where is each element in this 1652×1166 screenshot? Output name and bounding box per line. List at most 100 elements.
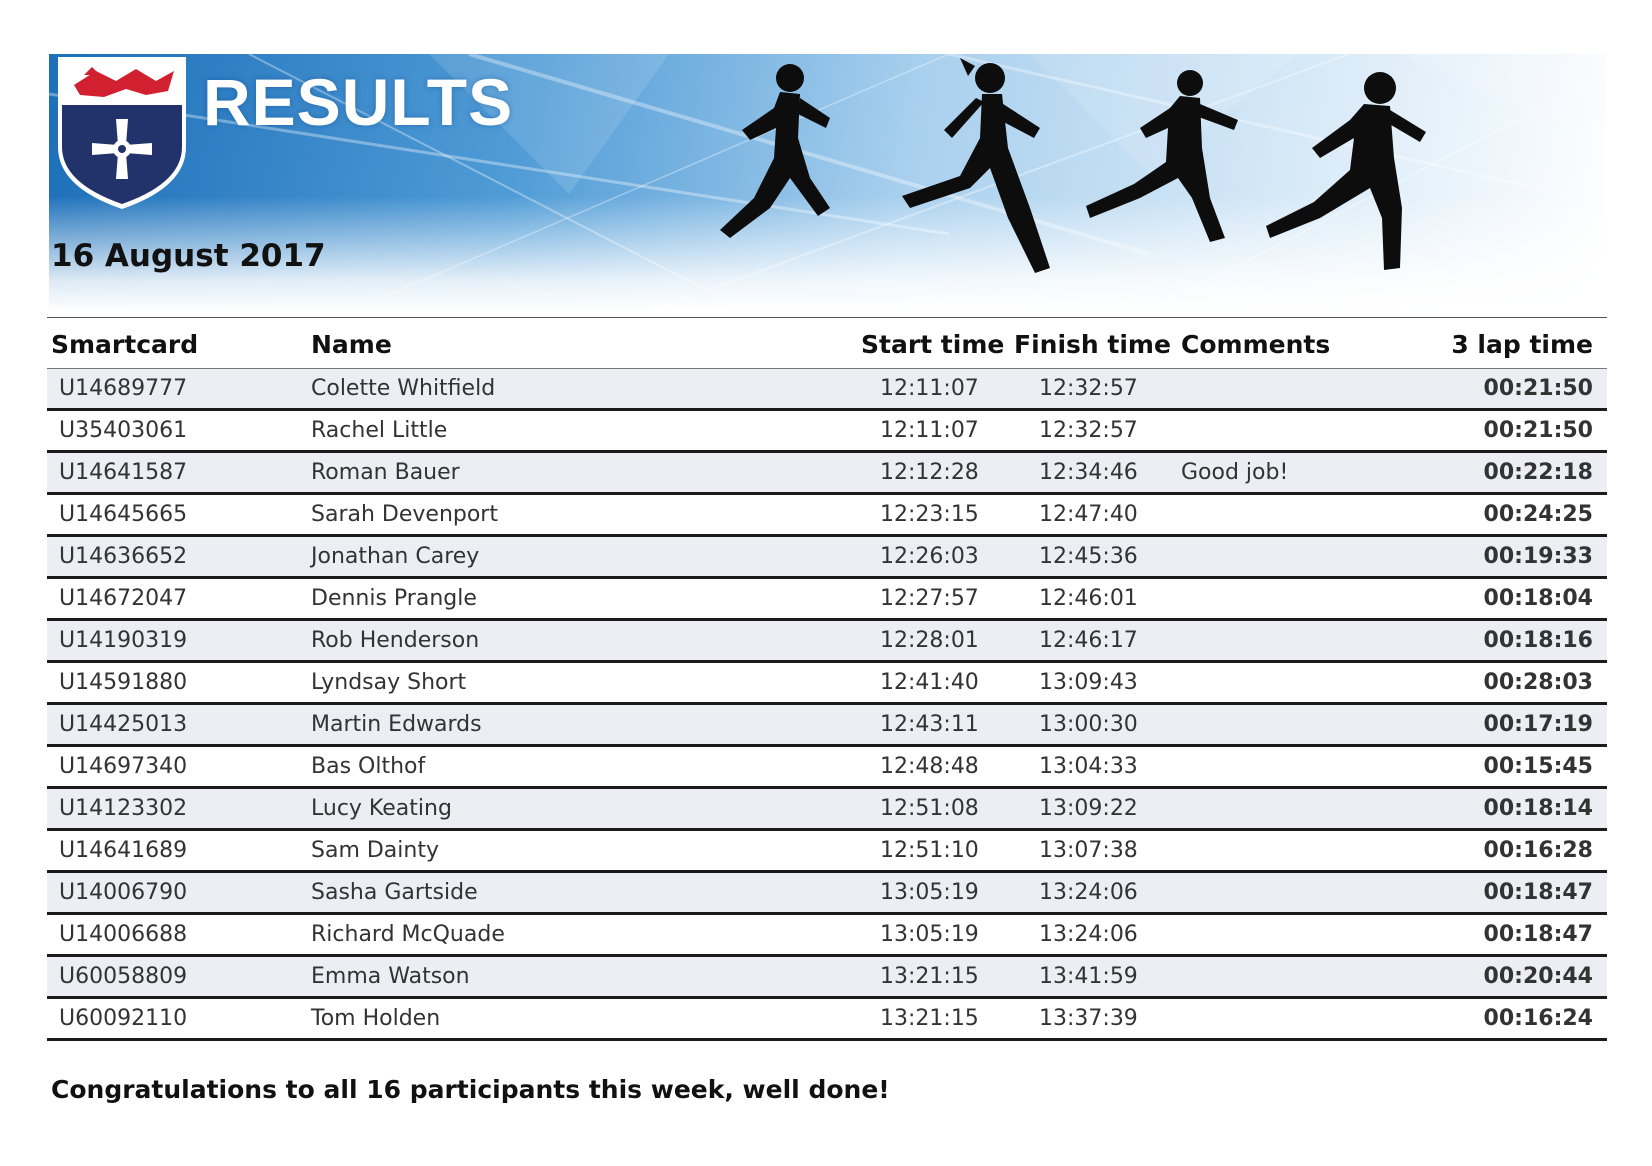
- finish-time-cell: 13:24:06: [1039, 880, 1138, 905]
- table-row: U14123302 Lucy Keating 12:51:08 13:09:22 00:…: [47, 789, 1607, 831]
- lap-time-cell: 00:21:50: [1483, 418, 1593, 443]
- start-time-cell: 12:27:57: [880, 586, 979, 611]
- header-divider: [47, 317, 1607, 318]
- university-crest-logo: [58, 57, 186, 209]
- smartcard-cell: U14645665: [59, 502, 188, 527]
- column-header-comments: Comments: [1181, 330, 1331, 359]
- table-header: Smartcard Name Start time Finish time Co…: [47, 330, 1607, 369]
- column-header-lap-time: 3 lap time: [1451, 330, 1593, 359]
- lap-time-cell: 00:18:16: [1483, 628, 1593, 653]
- congratulations-message: Congratulations to all 16 participants t…: [51, 1075, 890, 1104]
- start-time-cell: 12:26:03: [880, 544, 979, 569]
- name-cell: Lyndsay Short: [311, 670, 467, 695]
- finish-time-cell: 12:46:17: [1039, 628, 1138, 653]
- start-time-cell: 12:11:07: [880, 418, 979, 443]
- table-row: U14672047 Dennis Prangle 12:27:57 12:46:01 0…: [47, 579, 1607, 621]
- smartcard-cell: U14006688: [59, 922, 188, 947]
- lap-time-cell: 00:17:19: [1483, 712, 1593, 737]
- start-time-cell: 13:21:15: [880, 964, 979, 989]
- table-row: U14425013 Martin Edwards 12:43:11 13:00:30 0…: [47, 705, 1607, 747]
- runner-silhouettes-icon: [720, 58, 1426, 273]
- start-time-cell: 12:51:10: [880, 838, 979, 863]
- table-row: U14697340 Bas Olthof 12:48:48 13:04:33 00:15…: [47, 747, 1607, 789]
- name-cell: Sam Dainty: [311, 838, 439, 863]
- name-cell: Bas Olthof: [311, 754, 426, 779]
- table-row: U14645665 Sarah Devenport 12:23:15 12:47:40…: [47, 495, 1607, 537]
- table-row: U14636652 Jonathan Carey 12:26:03 12:45:36 0…: [47, 537, 1607, 579]
- start-time-cell: 12:12:28: [880, 460, 979, 485]
- finish-time-cell: 12:45:36: [1039, 544, 1138, 569]
- lap-time-cell: 00:21:50: [1483, 376, 1593, 401]
- smartcard-cell: U35403061: [59, 418, 188, 443]
- smartcard-cell: U14697340: [59, 754, 188, 779]
- name-cell: Rob Henderson: [311, 628, 480, 653]
- lap-time-cell: 00:16:28: [1483, 838, 1593, 863]
- smartcard-cell: U60092110: [59, 1006, 188, 1031]
- name-cell: Colette Whitfield: [311, 376, 496, 401]
- lap-time-cell: 00:28:03: [1483, 670, 1593, 695]
- table-row: U14006790 Sasha Gartside 13:05:19 13:24:06 0…: [47, 873, 1607, 915]
- smartcard-cell: U14641689: [59, 838, 188, 863]
- smartcard-cell: U14006790: [59, 880, 188, 905]
- finish-time-cell: 12:34:46: [1039, 460, 1138, 485]
- lap-time-cell: 00:18:04: [1483, 586, 1593, 611]
- start-time-cell: 12:28:01: [880, 628, 979, 653]
- finish-time-cell: 13:07:38: [1039, 838, 1138, 863]
- name-cell: Sarah Devenport: [311, 502, 498, 527]
- finish-time-cell: 13:24:06: [1039, 922, 1138, 947]
- start-time-cell: 13:05:19: [880, 922, 979, 947]
- column-header-start-time: Start time: [861, 330, 1005, 359]
- name-cell: Emma Watson: [311, 964, 470, 989]
- start-time-cell: 13:21:15: [880, 1006, 979, 1031]
- table-row: U35403061 Rachel Little 12:11:07 12:32:57 00…: [47, 411, 1607, 453]
- smartcard-cell: U14123302: [59, 796, 188, 821]
- name-cell: Dennis Prangle: [311, 586, 477, 611]
- lap-time-cell: 00:18:47: [1483, 922, 1593, 947]
- finish-time-cell: 13:04:33: [1039, 754, 1138, 779]
- table-row: U14641689 Sam Dainty 12:51:10 13:07:38 00:16…: [47, 831, 1607, 873]
- start-time-cell: 13:05:19: [880, 880, 979, 905]
- smartcard-cell: U14641587: [59, 460, 188, 485]
- finish-time-cell: 13:09:22: [1039, 796, 1138, 821]
- column-header-finish-time: Finish time: [1014, 330, 1171, 359]
- lap-time-cell: 00:16:24: [1483, 1006, 1593, 1031]
- name-cell: Martin Edwards: [311, 712, 482, 737]
- table-row: U14006688 Richard McQuade 13:05:19 13:24:06…: [47, 915, 1607, 957]
- name-cell: Rachel Little: [311, 418, 448, 443]
- finish-time-cell: 13:09:43: [1039, 670, 1138, 695]
- lap-time-cell: 00:19:33: [1483, 544, 1593, 569]
- name-cell: Roman Bauer: [311, 460, 460, 485]
- smartcard-cell: U14190319: [59, 628, 188, 653]
- name-cell: Sasha Gartside: [311, 880, 478, 905]
- table-row: U60092110 Tom Holden 13:21:15 13:37:39 00:16…: [47, 999, 1607, 1041]
- column-header-smartcard: Smartcard: [51, 330, 199, 359]
- table-row: U60058809 Emma Watson 13:21:15 13:41:59 00:2…: [47, 957, 1607, 999]
- smartcard-cell: U14689777: [59, 376, 188, 401]
- name-cell: Richard McQuade: [311, 922, 505, 947]
- finish-time-cell: 12:46:01: [1039, 586, 1138, 611]
- table-row: U14190319 Rob Henderson 12:28:01 12:46:17 00…: [47, 621, 1607, 663]
- finish-time-cell: 13:37:39: [1039, 1006, 1138, 1031]
- smartcard-cell: U14672047: [59, 586, 188, 611]
- start-time-cell: 12:11:07: [880, 376, 979, 401]
- start-time-cell: 12:51:08: [880, 796, 979, 821]
- finish-time-cell: 12:32:57: [1039, 418, 1138, 443]
- start-time-cell: 12:43:11: [880, 712, 979, 737]
- comment-cell: Good job!: [1181, 460, 1289, 485]
- lap-time-cell: 00:22:18: [1483, 460, 1593, 485]
- finish-time-cell: 12:47:40: [1039, 502, 1138, 527]
- smartcard-cell: U14636652: [59, 544, 188, 569]
- lap-time-cell: 00:15:45: [1483, 754, 1593, 779]
- start-time-cell: 12:23:15: [880, 502, 979, 527]
- event-date: 16 August 2017: [51, 238, 326, 274]
- start-time-cell: 12:41:40: [880, 670, 979, 695]
- table-row: U14641587 Roman Bauer 12:12:28 12:34:46 Good…: [47, 453, 1607, 495]
- column-header-name: Name: [311, 330, 392, 359]
- smartcard-cell: U60058809: [59, 964, 188, 989]
- results-table-body: U14689777 Colette Whitfield 12:11:07 12:32:…: [47, 369, 1607, 1041]
- finish-time-cell: 13:41:59: [1039, 964, 1138, 989]
- name-cell: Tom Holden: [311, 1006, 441, 1031]
- start-time-cell: 12:48:48: [880, 754, 979, 779]
- lap-time-cell: 00:20:44: [1483, 964, 1593, 989]
- lap-time-cell: 00:18:14: [1483, 796, 1593, 821]
